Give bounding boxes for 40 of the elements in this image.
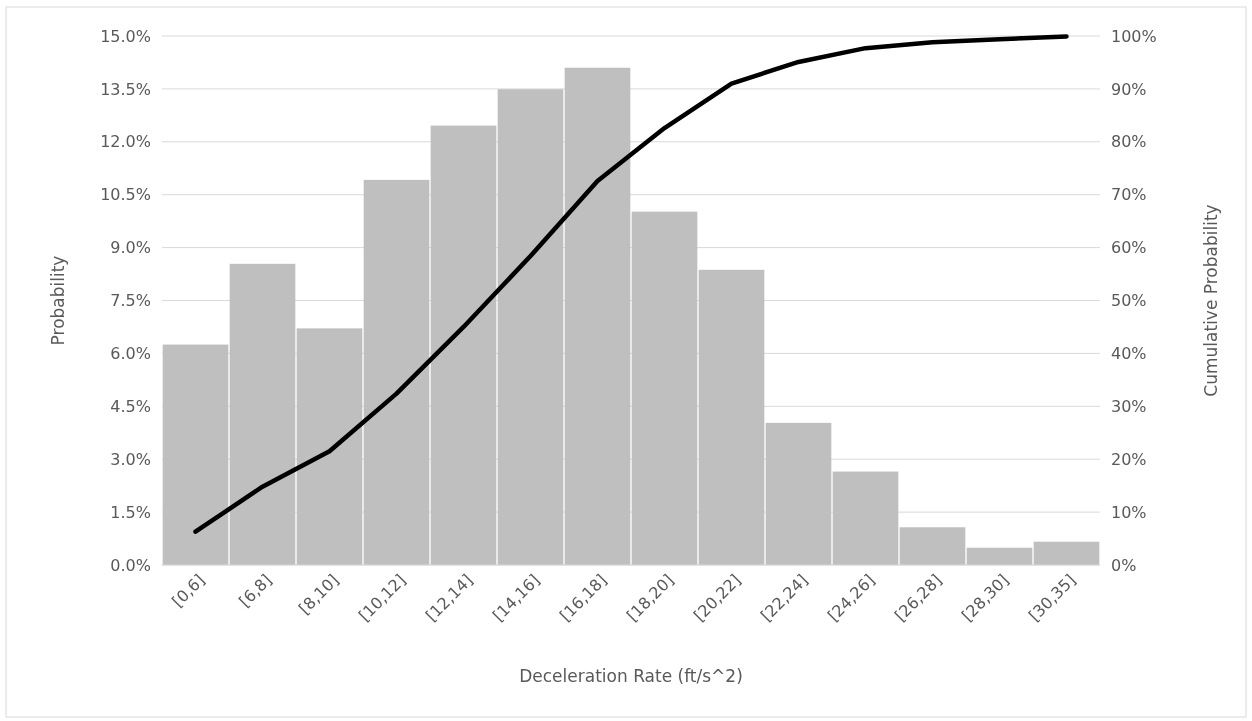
y-tick-label: 7.5%	[110, 291, 151, 311]
y2-tick-label: 10%	[1111, 502, 1147, 522]
bar	[765, 422, 832, 565]
bar	[698, 269, 765, 565]
bar	[363, 179, 430, 565]
y2-tick-label: 50%	[1111, 291, 1147, 311]
bar	[966, 547, 1033, 565]
bar	[564, 67, 631, 565]
y-axis-title: Probability	[48, 255, 68, 346]
y-tick-label: 4.5%	[110, 396, 151, 416]
bar	[296, 328, 363, 565]
line-series	[193, 34, 1069, 534]
bar	[430, 125, 497, 565]
y2-tick-label: 70%	[1111, 185, 1147, 205]
y-tick-label: 10.5%	[100, 185, 151, 205]
y-tick-label: 12.0%	[100, 132, 151, 152]
y-tick-label: 3.0%	[110, 449, 151, 469]
y2-tick-label: 0%	[1111, 555, 1137, 575]
bar	[832, 471, 899, 565]
bar	[229, 263, 296, 565]
y2-tick-label: 30%	[1111, 396, 1147, 416]
y2-tick-label: 20%	[1111, 449, 1147, 469]
x-axis-title: Deceleration Rate (ft/s^2)	[519, 666, 743, 686]
y2-tick-label: 80%	[1111, 132, 1147, 152]
bar	[631, 211, 698, 565]
bar	[162, 344, 229, 565]
y2-tick-label: 90%	[1111, 79, 1147, 99]
y-tick-label: 15.0%	[100, 26, 151, 46]
y2-axis-title: Cumulative Probability	[1201, 204, 1221, 397]
bar	[497, 89, 564, 565]
bar	[899, 527, 966, 565]
y2-tick-label: 100%	[1111, 26, 1157, 46]
y-tick-label: 6.0%	[110, 344, 151, 364]
y-tick-label: 0.0%	[110, 555, 151, 575]
y2-tick-label: 40%	[1111, 344, 1147, 364]
y2-tick-label: 60%	[1111, 238, 1147, 258]
y-tick-label: 13.5%	[100, 79, 151, 99]
bar	[1033, 541, 1100, 565]
y-tick-label: 1.5%	[110, 502, 151, 522]
y-tick-label: 9.0%	[110, 238, 151, 258]
